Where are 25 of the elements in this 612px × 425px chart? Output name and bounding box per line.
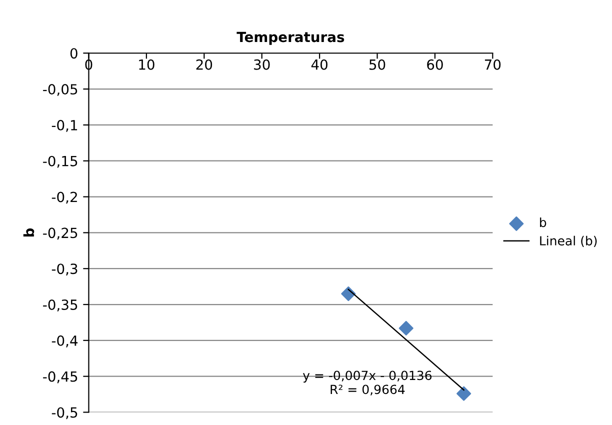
y-tick-label: -0,35 (43, 299, 78, 312)
legend-label: Lineal (b) (540, 236, 597, 247)
point (398, 320, 414, 336)
y-tick-label: 0 (70, 48, 78, 59)
y-tick-label: -0,15 (43, 156, 78, 168)
x-tick-label: 30 (254, 59, 270, 70)
y-tick-label: -0,3 (52, 264, 78, 276)
y-tick-label: -0,05 (43, 84, 78, 96)
y-tick-label: -0,5 (52, 407, 78, 420)
chart-title: Temperaturas (236, 32, 344, 45)
y-tick-label: -0,45 (43, 371, 78, 384)
x-tick-label: 20 (196, 59, 212, 70)
legend-label: b (540, 217, 546, 228)
x-tick-label: 40 (311, 59, 328, 70)
y-tick-label: -0,4 (52, 335, 78, 348)
x-tick-label: 10 (139, 59, 154, 70)
point (456, 386, 472, 401)
annotation: y = -0,007x - 0,0136 R² = 0,9664 (302, 370, 432, 396)
x-tick-label: 60 (427, 59, 443, 70)
y-axis-title: b (23, 228, 34, 236)
x-tick-label: 50 (369, 59, 386, 70)
x-tick-label: 70 (484, 59, 501, 70)
y-tick-label: -0,25 (43, 228, 78, 240)
y-tick-label: -0,2 (52, 192, 77, 204)
y-tick-label: -0,1 (52, 120, 78, 132)
